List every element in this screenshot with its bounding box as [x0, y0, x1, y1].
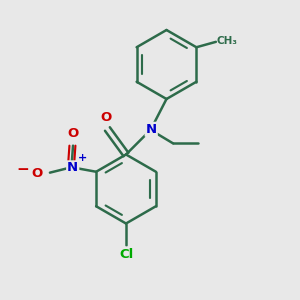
Text: O: O	[100, 111, 112, 124]
Text: Cl: Cl	[119, 248, 133, 261]
Text: N: N	[67, 161, 78, 174]
Text: N: N	[146, 123, 157, 136]
Text: CH₃: CH₃	[217, 36, 238, 46]
Text: +: +	[78, 153, 88, 163]
Text: O: O	[32, 167, 43, 180]
Text: O: O	[68, 127, 79, 140]
Text: −: −	[16, 161, 29, 176]
